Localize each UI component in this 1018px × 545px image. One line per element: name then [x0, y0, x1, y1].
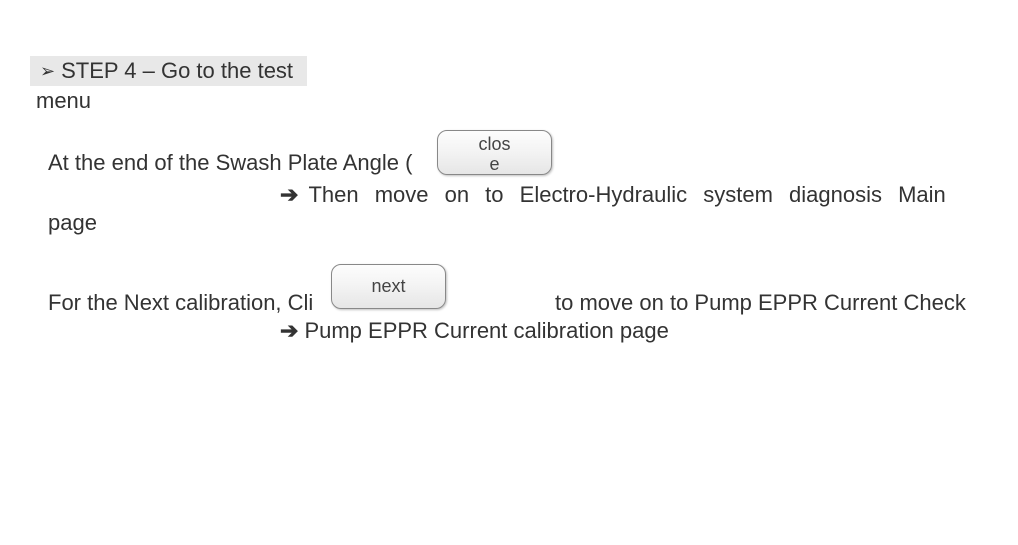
arrow-right-icon: ➔ — [280, 182, 298, 207]
paragraph1-arrow-text: Then move on to Electro-Hydraulic system… — [308, 182, 945, 207]
paragraph1-before-button: At the end of the Swash Plate Angle ( — [48, 150, 412, 176]
step-heading-continuation: menu — [36, 88, 91, 114]
close-button[interactable]: close — [437, 130, 552, 175]
next-button[interactable]: next — [331, 264, 446, 309]
paragraph2-arrow-line: ➔Pump EPPR Current calibration page — [280, 318, 669, 344]
step-heading-text: STEP 4 – Go to the test — [61, 58, 293, 84]
paragraph1-page-word: page — [48, 210, 97, 236]
step-heading: ➢ STEP 4 – Go to the test — [30, 56, 307, 86]
arrow-right-icon: ➔ — [280, 318, 298, 343]
paragraph2-before-button: For the Next calibration, Cli — [48, 290, 313, 316]
paragraph2-arrow-text: Pump EPPR Current calibration page — [304, 318, 668, 343]
paragraph1-arrow-line: ➔ Then move on to Electro-Hydraulic syste… — [280, 182, 946, 208]
paragraph2-after-button: to move on to Pump EPPR Current Check — [555, 290, 966, 316]
chevron-right-icon: ➢ — [40, 62, 55, 80]
